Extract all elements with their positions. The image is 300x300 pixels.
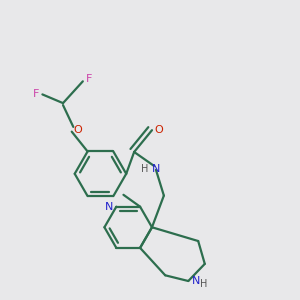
Text: O: O — [155, 125, 164, 135]
Text: H: H — [141, 164, 148, 174]
Text: F: F — [33, 89, 39, 99]
Text: F: F — [86, 74, 92, 84]
Text: O: O — [74, 125, 82, 136]
Text: H: H — [200, 279, 207, 289]
Text: N: N — [192, 276, 200, 286]
Text: N: N — [105, 202, 113, 212]
Text: N: N — [152, 164, 160, 174]
